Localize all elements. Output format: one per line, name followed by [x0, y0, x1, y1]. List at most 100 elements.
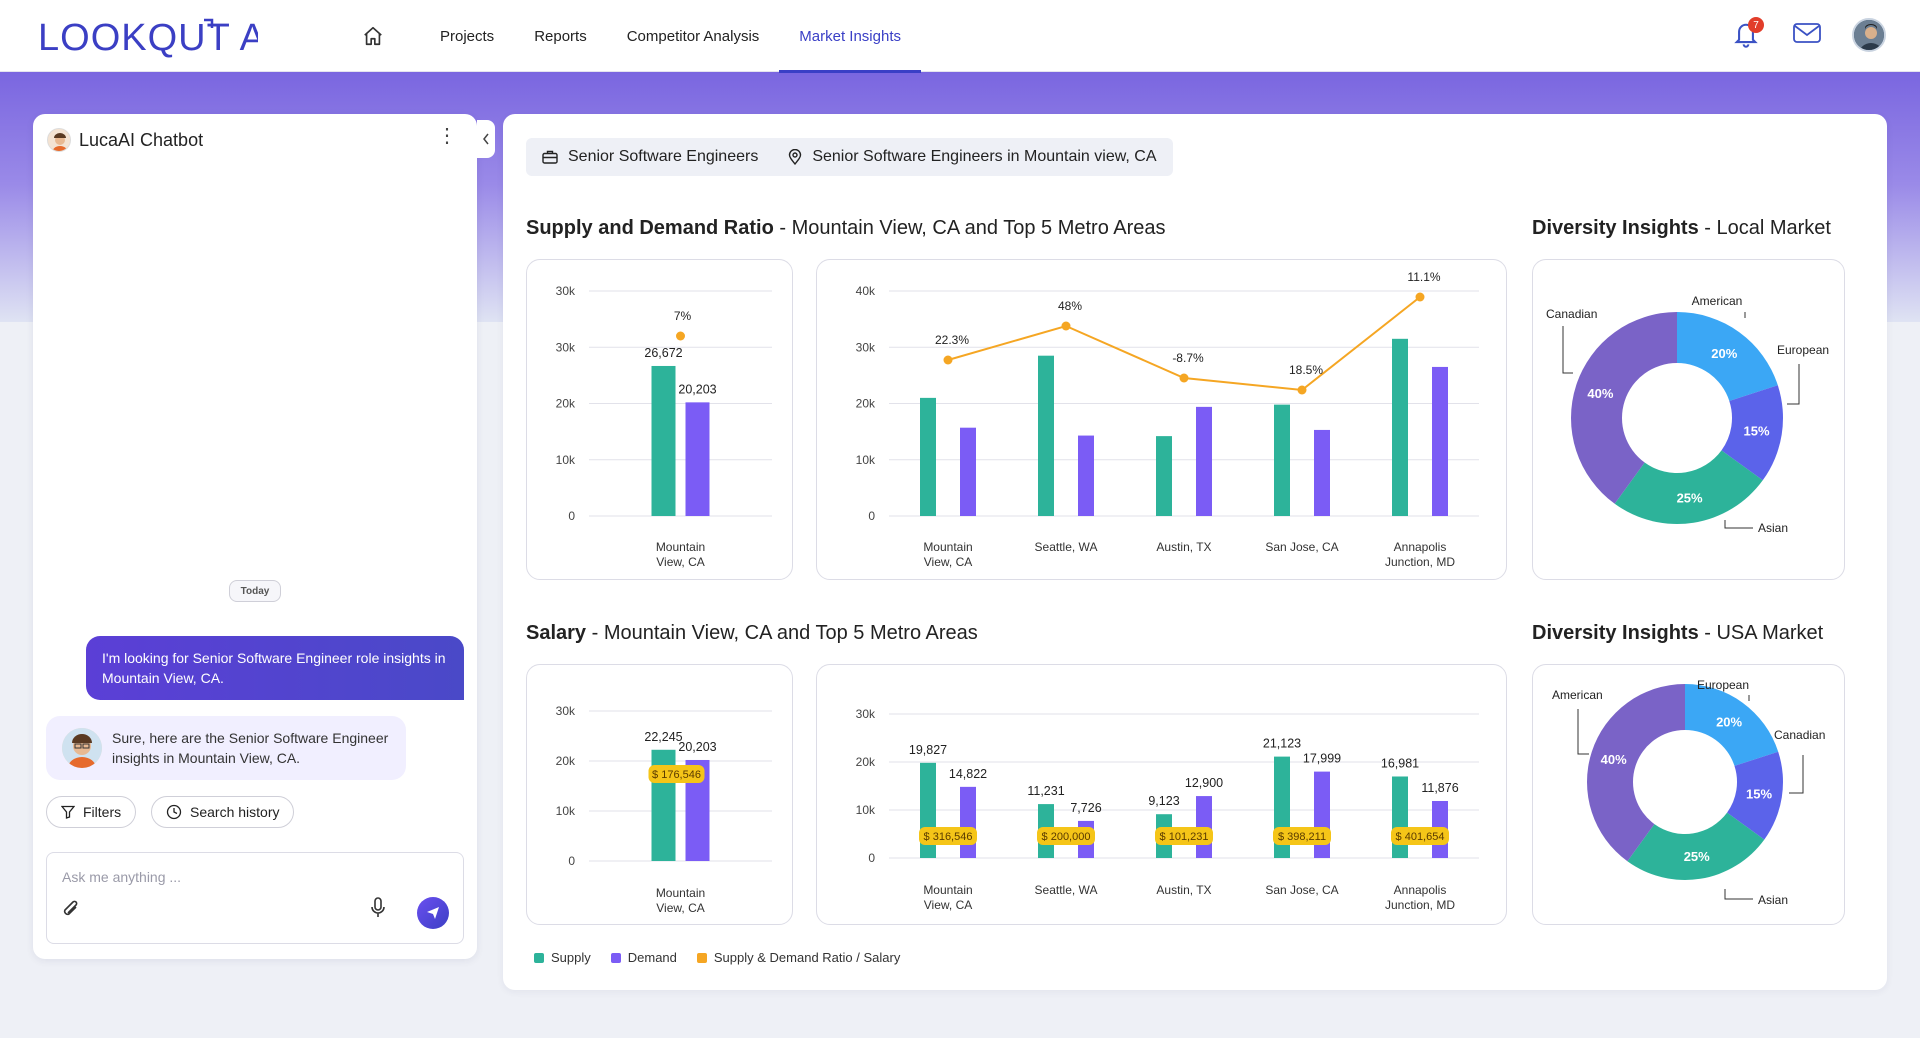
y-tick-label: 20k	[856, 397, 876, 411]
salary-label: $ 176,546	[652, 769, 701, 781]
slice-percent-label: 40%	[1587, 386, 1613, 401]
slice-percent-label: 15%	[1746, 787, 1772, 802]
slice-percent-label: 40%	[1601, 752, 1627, 767]
home-icon[interactable]	[350, 0, 396, 72]
salary-label: $ 401,654	[1396, 831, 1445, 843]
user-avatar[interactable]	[1852, 18, 1886, 52]
donut-slice	[1727, 751, 1783, 840]
slice-percent-label: 20%	[1711, 346, 1737, 361]
search-context-pill: Senior Software Engineers Senior Softwar…	[526, 138, 1173, 176]
nav-market-insights[interactable]: Market Insights	[779, 0, 921, 73]
user-message: I'm looking for Senior Software Engineer…	[86, 636, 464, 700]
x-tick-label: Mountain	[656, 540, 705, 554]
demand-bar	[685, 402, 710, 516]
x-tick-label: Junction, MD	[1385, 555, 1455, 569]
x-tick-label: Austin, TX	[1156, 883, 1211, 897]
notification-bell-icon[interactable]: 7	[1732, 17, 1764, 51]
bot-message-text: Sure, here are the Senior Software Engin…	[112, 730, 389, 766]
nav-competitor-analysis[interactable]: Competitor Analysis	[626, 27, 760, 45]
slice-percent-label: 20%	[1716, 714, 1742, 729]
slice-name-label: Canadian	[1546, 307, 1597, 321]
briefcase-icon	[542, 150, 558, 164]
ratio-point	[943, 355, 953, 365]
bar-value-label: 17,999	[1303, 752, 1341, 766]
x-tick-label: Austin, TX	[1156, 540, 1211, 554]
demand-bar	[1432, 366, 1448, 516]
mail-icon[interactable]	[1792, 21, 1822, 50]
ratio-label: 11.1%	[1407, 270, 1440, 284]
demand-bar	[1314, 429, 1330, 516]
x-tick-label: Mountain	[923, 883, 972, 897]
send-button[interactable]	[417, 897, 449, 929]
microphone-icon[interactable]	[369, 896, 387, 925]
collapse-panel-button[interactable]	[477, 120, 495, 158]
y-tick-label: 30k	[856, 707, 876, 721]
ratio-point	[1179, 373, 1189, 383]
x-tick-label: San Jose, CA	[1265, 883, 1338, 897]
nav-projects[interactable]: Projects	[440, 27, 495, 45]
slice-percent-label: 25%	[1677, 491, 1703, 506]
salary-badge	[1391, 827, 1449, 845]
ratio-label: 7%	[674, 309, 692, 323]
search-history-button[interactable]: Search history	[151, 796, 295, 828]
supply-metro-card: 0 10k 20k 30k 40k Mountain View, CA Seattle, WA…	[816, 259, 1507, 580]
y-tick-label: 30k	[556, 284, 576, 298]
diversity-local-title: Diversity Insights - Local Market	[1532, 217, 1831, 239]
y-tick-label: 0	[568, 854, 575, 868]
y-tick-label: 0	[868, 851, 875, 865]
day-separator: Today	[229, 580, 281, 602]
nav-reports[interactable]: Reports	[534, 27, 587, 45]
bar-value-label: 21,123	[1263, 737, 1301, 751]
demand-bar	[1196, 406, 1212, 516]
bot-message-avatar	[62, 728, 102, 768]
leader-line	[1724, 520, 1753, 529]
demand-bar	[960, 786, 976, 858]
y-tick-label: 0	[868, 509, 875, 523]
leader-line	[1789, 755, 1804, 794]
ratio-point	[1061, 321, 1071, 331]
demand-bar	[1314, 771, 1330, 858]
top-navigation: LOOKQUT AI Projects Reports Competitor A…	[0, 0, 1920, 73]
filters-label: Filters	[83, 804, 122, 820]
more-options-icon[interactable]: ⋮	[437, 125, 457, 147]
diversity-local-chart: 20% American 15% European 25% Asian 40% Canadia…	[1546, 294, 1829, 535]
salary-label: $ 398,211	[1278, 831, 1326, 843]
demand-bar	[960, 427, 976, 516]
svg-text:LOOKQUT AI: LOOKQUT AI	[38, 17, 258, 58]
bar-value-label: 26,672	[644, 346, 682, 360]
x-tick-label: View, CA	[656, 555, 704, 569]
slice-percent-label: 15%	[1743, 424, 1769, 439]
supply-bar	[1274, 404, 1290, 516]
bar-value-label: 7,726	[1070, 801, 1101, 815]
filters-button[interactable]: Filters	[46, 796, 137, 828]
supply-local-card: 0 10k 20k 30k 30k 26,672 20,203 Mountain View, C…	[526, 259, 793, 580]
slice-name-label: American	[1552, 688, 1603, 702]
filter-icon	[61, 805, 75, 819]
x-tick-label: Mountain	[656, 886, 705, 900]
ratio-point	[1297, 385, 1307, 395]
y-tick-label: 0	[568, 509, 575, 523]
chatbot-title: LucaAI Chatbot	[79, 129, 204, 150]
app-logo[interactable]: LOOKQUT AI	[38, 14, 276, 68]
x-tick-label: View, CA	[656, 901, 704, 915]
location-label: Senior Software Engineers in Mountain vi…	[812, 148, 1157, 165]
bar-value-label: 14,822	[949, 767, 987, 781]
y-tick-label: 30k	[556, 340, 576, 354]
bar-value-label: 11,876	[1421, 781, 1458, 795]
y-tick-label: 20k	[556, 397, 576, 411]
y-tick-label: 40k	[856, 284, 876, 298]
diversity-usa-card: 20% European 15% Canadian 25% Asian 40% America…	[1532, 664, 1845, 925]
legend-demand: Demand	[610, 950, 677, 965]
location-pin-icon	[789, 149, 802, 165]
chatbot-panel: LucaAI Chatbot ⋮ Today I'm looking for S…	[33, 114, 477, 959]
slice-name-label: European	[1697, 678, 1749, 692]
legend-supply: Supply	[534, 950, 591, 965]
bar-value-label: 11,231	[1027, 784, 1064, 798]
slice-percent-label: 25%	[1684, 849, 1710, 864]
chat-input[interactable]: Ask me anything ...	[46, 852, 464, 944]
donut-slice	[1571, 312, 1677, 504]
attach-icon[interactable]	[61, 898, 81, 925]
diversity-local-card: 20% American 15% European 25% Asian 40% Canadia…	[1532, 259, 1845, 580]
